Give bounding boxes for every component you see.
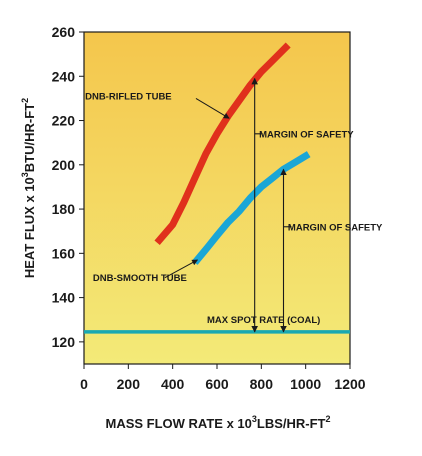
y-tick-label: 260 [52, 24, 76, 40]
y-tick-label: 120 [52, 334, 76, 350]
y-axis-title: HEAT FLUX x 103BTU/HR-FT2 [20, 98, 37, 278]
y-axis-title-sup2: 2 [20, 98, 30, 103]
x-axis-ticks: 0 200 400 600 800 1000 1200 [80, 364, 366, 392]
y-axis-ticks: 120 140 160 180 200 220 240 260 [52, 24, 84, 350]
y-tick-label: 180 [52, 201, 76, 217]
x-axis-title-pre: MASS FLOW RATE x 10 [105, 416, 251, 431]
x-tick-label: 1200 [334, 376, 365, 392]
y-axis-title-sup: 3 [20, 172, 30, 177]
annotation-dnb-rifled-tube: DNB-RIFLED TUBE [85, 92, 172, 103]
y-tick-label: 160 [52, 245, 76, 261]
x-tick-label: 600 [205, 376, 229, 392]
x-axis-title-sup: 3 [252, 414, 257, 424]
x-axis-title-post: LBS/HR-FT [257, 416, 326, 431]
y-axis-title-pre: HEAT FLUX x 10 [22, 177, 37, 278]
margin-arrows [251, 77, 292, 333]
y-axis-title-post: BTU/HR-FT [22, 103, 37, 172]
x-tick-label: 1000 [290, 376, 321, 392]
series-layer [84, 42, 350, 334]
x-tick-label: 800 [250, 376, 274, 392]
x-axis-title: MASS FLOW RATE x 103LBS/HR-FT2 [105, 414, 330, 431]
x-tick-label: 400 [161, 376, 185, 392]
annotation-max-spot-rate-coal: MAX SPOT RATE (COAL) [207, 315, 320, 326]
x-axis-title-sup2: 2 [326, 414, 331, 424]
label-leader-arrow [195, 97, 230, 119]
y-tick-label: 140 [52, 290, 76, 306]
annotation-dnb-smooth-tube: DNB-SMOOTH TUBE [93, 273, 187, 284]
series-line-dnb-rifled-tube [154, 42, 291, 246]
y-tick-label: 240 [52, 68, 76, 84]
annotation-margin-of-safety: MARGIN OF SAFETY [259, 129, 354, 140]
label-leaders [164, 97, 230, 279]
x-tick-label: 0 [80, 376, 88, 392]
annotations: DNB-RIFLED TUBE DNB-SMOOTH TUBE MAX SPOT R… [85, 92, 383, 327]
annotation-margin-of-safety: MARGIN OF SAFETY [288, 222, 383, 233]
y-tick-label: 200 [52, 157, 76, 173]
x-tick-label: 200 [117, 376, 141, 392]
plot-area [83, 31, 351, 365]
label-leader-arrow [164, 259, 199, 279]
series-line-dnb-smooth-tube [192, 151, 311, 265]
y-tick-label: 220 [52, 113, 76, 129]
